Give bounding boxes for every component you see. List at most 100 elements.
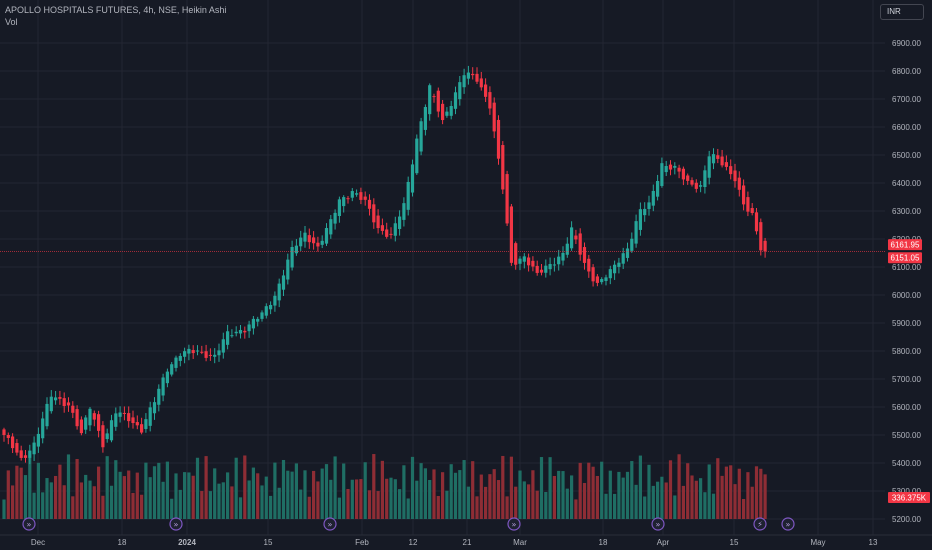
candle-body [750, 208, 754, 214]
volume-bar [62, 485, 66, 519]
candle-body [144, 419, 148, 429]
event-marker [753, 517, 767, 531]
volume-bar [286, 470, 290, 519]
volume-bar [634, 484, 638, 519]
candle-body [320, 240, 324, 245]
candle-body [711, 154, 716, 164]
candle-body [410, 164, 415, 193]
candle-body [49, 396, 53, 412]
volume-bar [436, 495, 440, 519]
candle-body [256, 318, 260, 322]
y-tick-label: 5700.00 [892, 375, 921, 384]
candle-body [226, 331, 230, 345]
x-tick-label: 21 [463, 538, 472, 547]
volume-bar [178, 489, 182, 519]
candle-body [608, 269, 612, 279]
candle-body [574, 235, 578, 240]
candle-body [488, 92, 492, 109]
volume-bar [488, 474, 492, 519]
candle-body [316, 242, 320, 247]
candle-body [527, 257, 531, 266]
volume-bar [552, 475, 556, 519]
volume-bar [75, 458, 79, 519]
candle-body [127, 413, 131, 422]
volume-bar [256, 473, 260, 519]
candle-body [350, 191, 354, 198]
volume-bar [527, 484, 531, 519]
volume-bar [587, 462, 591, 519]
event-marker [781, 517, 795, 531]
volume-bar [664, 482, 668, 519]
candle-body [453, 92, 458, 109]
candle-body [677, 167, 681, 172]
candle-body [518, 258, 522, 264]
volume-bar [346, 488, 350, 519]
volume-bar [453, 472, 458, 519]
candle-body [763, 240, 767, 252]
volume-bar [290, 471, 294, 519]
volume-bar [600, 461, 604, 519]
volume-bar [329, 479, 333, 519]
volume-bar [105, 456, 109, 519]
candle-body [324, 228, 329, 244]
y-tick-label: 6100.00 [892, 263, 921, 272]
volume-bar [604, 493, 608, 519]
volume-bar [221, 482, 225, 519]
volume-bar [217, 483, 221, 519]
candle-body [664, 166, 668, 173]
volume-bar [264, 476, 268, 519]
volume-bar [410, 456, 415, 519]
volume-bar [380, 460, 384, 519]
candle-body [299, 237, 303, 247]
volume-bar [690, 475, 694, 519]
volume-bar [324, 464, 329, 519]
volume-bar [273, 462, 277, 519]
currency-button[interactable]: INR [880, 4, 924, 20]
volume-bar [402, 465, 406, 519]
candle-body [178, 355, 182, 361]
volume-bar [707, 464, 711, 519]
volume-bar [183, 472, 187, 519]
volume-bar [226, 472, 230, 519]
x-tick-label: 13 [869, 538, 878, 547]
candle-body [514, 243, 518, 265]
y-tick-label: 5500.00 [892, 431, 921, 440]
chart-legend-title[interactable]: APOLLO HOSPITALS FUTURES, 4h, NSE, Heiki… [5, 5, 227, 15]
candle-body [656, 180, 660, 197]
candle-body [355, 193, 359, 195]
volume-bar [458, 470, 462, 519]
candle-body [11, 436, 15, 449]
volume-bar [294, 463, 298, 519]
candle-body [307, 235, 311, 243]
fast-forward-icon: » [512, 520, 517, 529]
volume-bar [630, 461, 634, 519]
volume-bar [660, 476, 664, 519]
price-label: 6161.95 [891, 241, 920, 250]
volume-bar [415, 480, 419, 519]
y-tick-label: 6400.00 [892, 179, 921, 188]
event-marker [169, 517, 183, 531]
candle-body [183, 351, 187, 357]
volume-bar [703, 492, 707, 519]
volume-bar [114, 460, 118, 519]
volume-bar [303, 470, 307, 519]
volume-bar [376, 491, 380, 519]
volume-legend-label[interactable]: Vol [5, 17, 18, 27]
candle-body [247, 324, 251, 332]
candle-body [75, 409, 79, 427]
volume-bar [449, 464, 453, 519]
candle-body [191, 350, 195, 354]
candle-body [475, 73, 479, 82]
price-label-box [888, 239, 922, 251]
price-label-box [888, 252, 922, 264]
volume-bar [269, 495, 273, 519]
candle-body [204, 351, 208, 358]
candle-body [152, 402, 157, 414]
candle-body [45, 403, 49, 427]
candle-body [436, 90, 440, 112]
volume-bar [746, 472, 750, 519]
volume-bar [6, 470, 10, 519]
volume-bar [651, 485, 655, 519]
volume-bar [109, 485, 114, 519]
